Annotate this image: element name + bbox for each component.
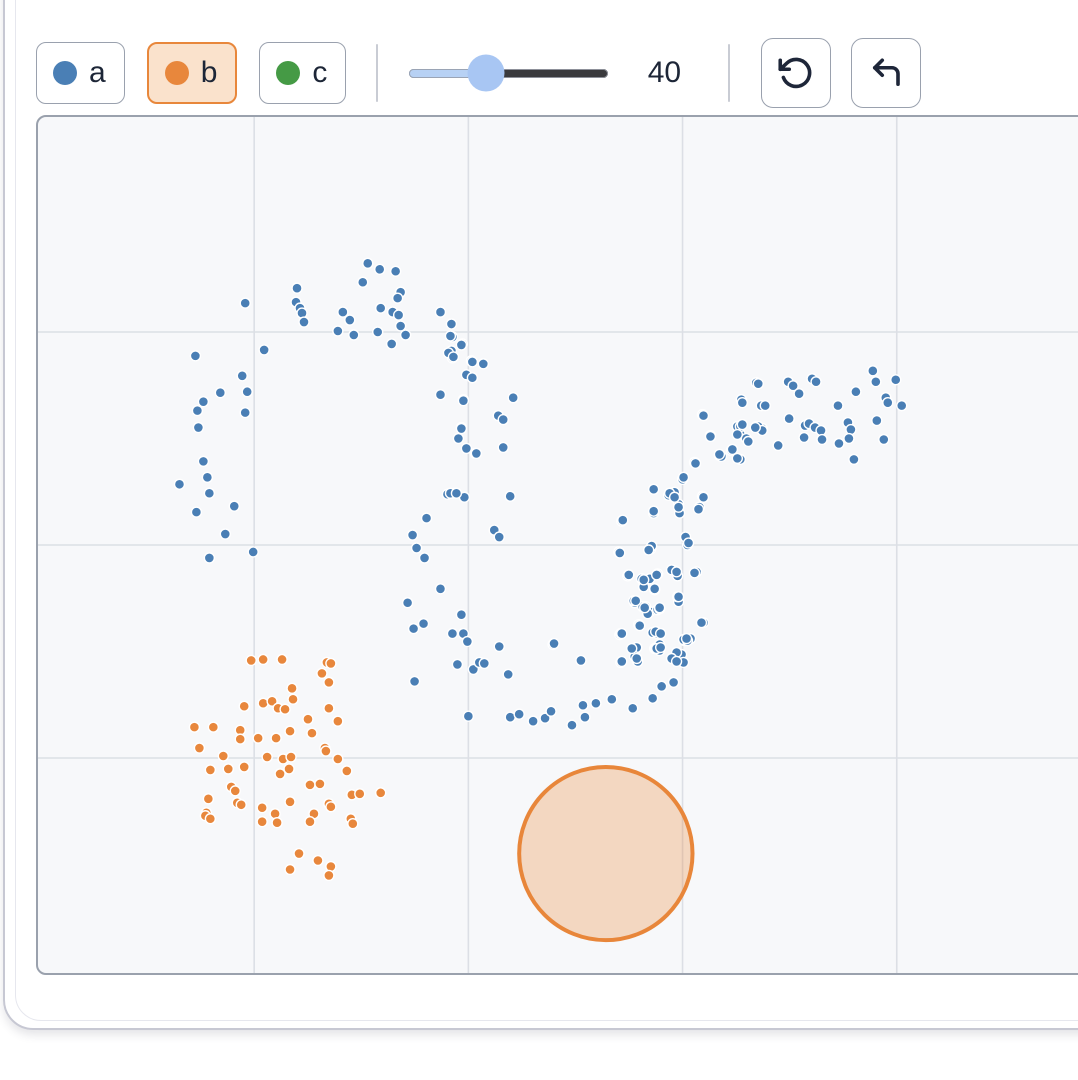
class-c-label: c bbox=[312, 56, 328, 89]
class-a-label: a bbox=[89, 56, 106, 89]
toolbar: a b c 40 bbox=[36, 38, 1078, 108]
class-button-c[interactable]: c bbox=[259, 42, 347, 104]
class-b-label: b bbox=[200, 56, 218, 89]
undo-button[interactable] bbox=[851, 38, 922, 108]
class-b-color-dot bbox=[164, 61, 189, 85]
class-button-b[interactable]: b bbox=[146, 42, 238, 104]
class-button-a[interactable]: a bbox=[36, 42, 125, 104]
toolbar-divider-2 bbox=[728, 44, 731, 102]
brush-size-slider-group: 40 bbox=[409, 54, 686, 92]
undo-icon bbox=[868, 55, 904, 91]
labeling-canvas[interactable] bbox=[36, 115, 1078, 975]
brush-size-slider[interactable] bbox=[409, 54, 609, 92]
rotate-ccw-icon bbox=[778, 55, 814, 91]
reset-button[interactable] bbox=[761, 38, 832, 108]
scatter-plot bbox=[38, 117, 1078, 973]
class-a-color-dot bbox=[53, 61, 77, 85]
class-c-color-dot bbox=[276, 61, 301, 85]
brush-size-value: 40 bbox=[647, 56, 682, 89]
toolbar-divider bbox=[376, 44, 379, 102]
slider-thumb[interactable] bbox=[467, 54, 505, 92]
